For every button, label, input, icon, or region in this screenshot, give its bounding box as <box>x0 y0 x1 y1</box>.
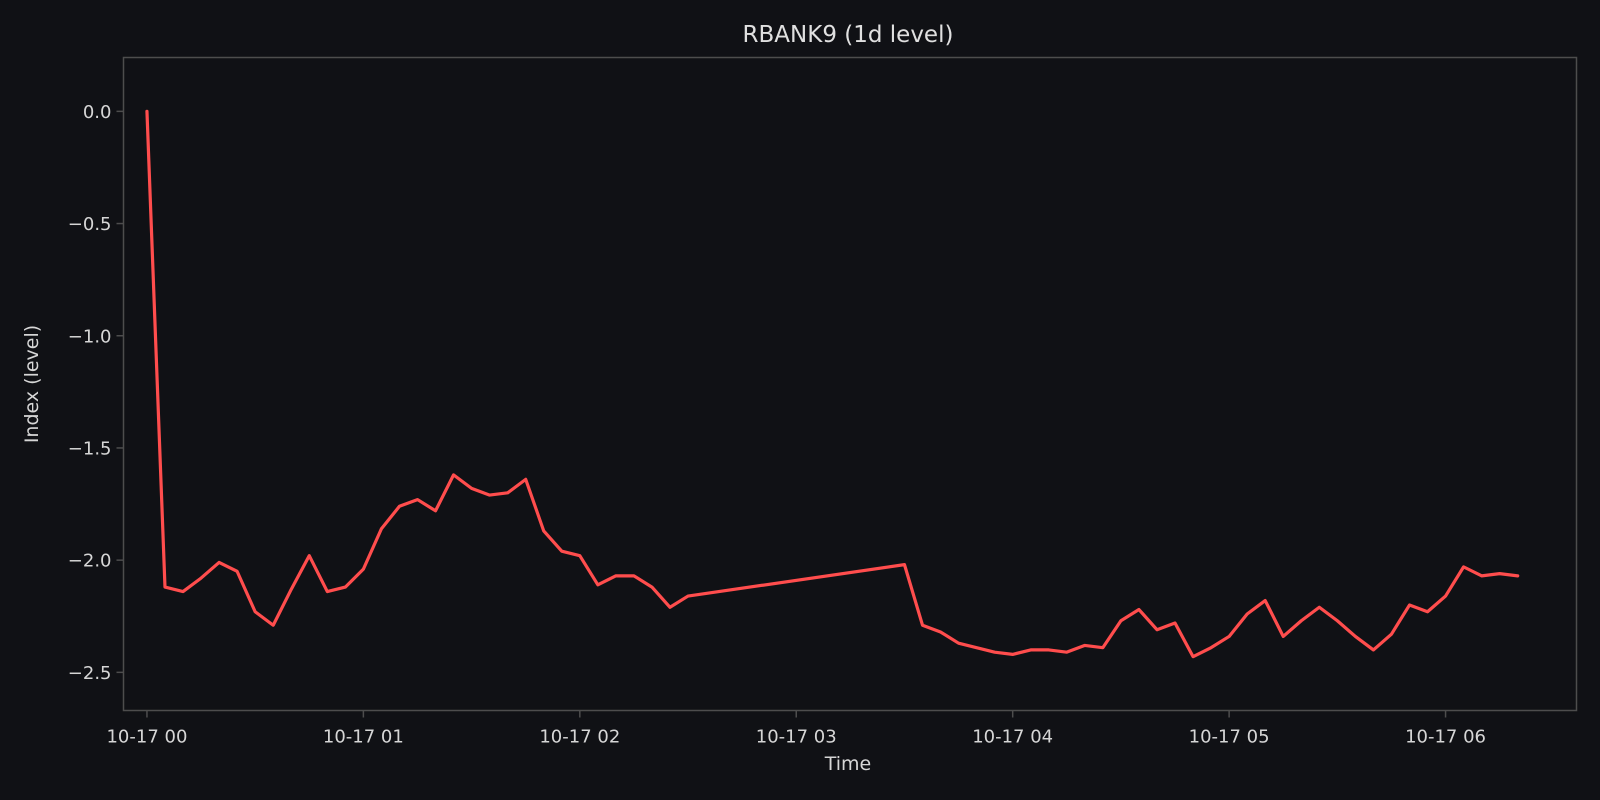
series-line <box>145 109 1520 659</box>
data-point <box>578 554 581 557</box>
data-point <box>272 624 275 627</box>
data-point <box>686 594 689 597</box>
data-point <box>1137 608 1140 611</box>
data-point <box>1426 610 1429 613</box>
data-point <box>632 574 635 577</box>
data-point <box>1029 648 1032 651</box>
data-point <box>181 590 184 593</box>
data-point <box>1498 572 1501 575</box>
x-tick-label: 10-17 00 <box>106 727 187 748</box>
data-point <box>1101 646 1104 649</box>
data-point <box>1191 655 1194 658</box>
data-point <box>650 585 653 588</box>
data-point <box>1011 653 1014 656</box>
data-point <box>668 606 671 609</box>
series-layer <box>145 109 1520 659</box>
data-point <box>163 585 166 588</box>
data-point <box>199 577 202 580</box>
data-point <box>1264 599 1267 602</box>
y-tick-label: −2.0 <box>68 551 112 572</box>
data-point <box>1390 633 1393 636</box>
data-point <box>488 493 491 496</box>
x-tick-label: 10-17 04 <box>972 727 1053 748</box>
data-point <box>975 646 978 649</box>
data-point <box>1444 594 1447 597</box>
data-point <box>1083 644 1086 647</box>
data-point <box>470 487 473 490</box>
data-point <box>921 624 924 627</box>
chart-title: RBANK9 (1d level) <box>743 22 954 48</box>
data-point <box>362 568 365 571</box>
data-point <box>1228 635 1231 638</box>
data-point <box>1246 612 1249 615</box>
x-axis-label: Time <box>824 753 872 775</box>
data-point <box>1282 635 1285 638</box>
x-tick-label: 10-17 03 <box>756 727 837 748</box>
data-point <box>398 505 401 508</box>
data-point <box>1173 621 1176 624</box>
data-point <box>380 527 383 530</box>
data-point <box>1047 648 1050 651</box>
data-point <box>1480 574 1483 577</box>
data-point <box>1119 619 1122 622</box>
x-tick-label: 10-17 06 <box>1405 727 1486 748</box>
y-axis-label: Index (level) <box>21 325 43 443</box>
data-point <box>524 478 527 481</box>
data-point <box>1336 619 1339 622</box>
data-point <box>542 529 545 532</box>
plot-frame <box>122 56 1578 712</box>
data-point <box>434 509 437 512</box>
data-point <box>903 563 906 566</box>
data-point <box>560 550 563 553</box>
data-point <box>1408 603 1411 606</box>
data-point <box>308 554 311 557</box>
data-point <box>1209 646 1212 649</box>
data-point <box>416 498 419 501</box>
data-point <box>236 570 239 573</box>
data-point <box>993 651 996 654</box>
data-point <box>326 590 329 593</box>
data-point <box>1065 651 1068 654</box>
data-point <box>596 583 599 586</box>
data-point <box>290 588 293 591</box>
y-tick-label: −1.5 <box>68 438 112 459</box>
y-tick-label: −0.5 <box>68 214 112 235</box>
y-axis: 0.0 −0.5 −1.0 −1.5 −2.0 −2.5 <box>68 102 124 684</box>
y-tick-label: 0.0 <box>83 102 112 123</box>
data-point <box>1462 565 1465 568</box>
data-point <box>145 110 148 113</box>
data-point <box>1354 635 1357 638</box>
data-point <box>344 585 347 588</box>
data-point <box>1516 574 1519 577</box>
y-tick-label: −2.5 <box>68 663 112 684</box>
x-tick-label: 10-17 01 <box>323 727 404 748</box>
data-point <box>1318 606 1321 609</box>
data-point <box>452 473 455 476</box>
data-point <box>939 630 942 633</box>
x-tick-label: 10-17 02 <box>539 727 620 748</box>
data-point <box>957 642 960 645</box>
data-point <box>1155 628 1158 631</box>
x-axis: 10-17 00 10-17 01 10-17 02 10-17 03 10-17 04… <box>106 710 1486 748</box>
data-point <box>614 574 617 577</box>
data-point <box>217 561 220 564</box>
y-tick-label: −1.0 <box>68 326 112 347</box>
data-point <box>1300 619 1303 622</box>
data-point <box>506 491 509 494</box>
x-tick-label: 10-17 05 <box>1189 727 1270 748</box>
data-point <box>254 610 257 613</box>
data-point <box>1372 648 1375 651</box>
